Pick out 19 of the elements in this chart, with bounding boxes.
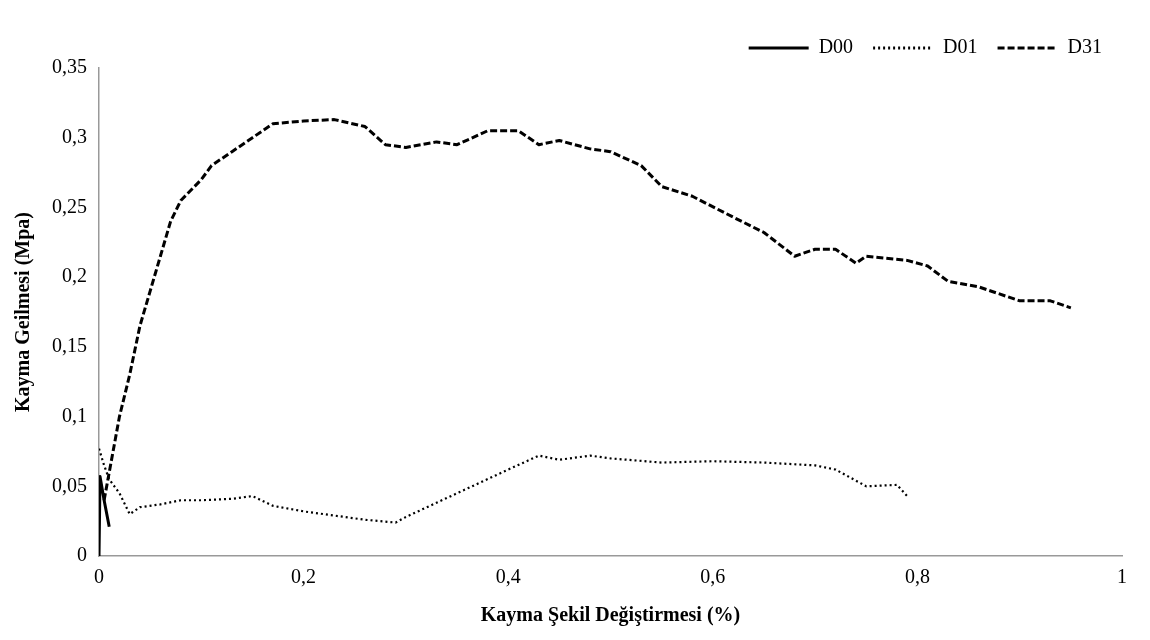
x-tick-label: 0 [94,565,104,588]
y-axis-title: Kayma Geilmesi (Mpa) [11,212,35,412]
y-tick-label: 0,25 [52,194,87,217]
x-axis-title: Kayma Şekil Değiştirmesi (%) [480,603,741,627]
y-tick-label: 0,1 [62,403,87,426]
y-tick-label: 0 [77,543,87,566]
y-tick-label: 0,35 [52,55,87,78]
legend-label: D31 [1067,35,1103,58]
y-tick-label: 0,05 [52,473,87,496]
x-tick-label: 0,4 [495,565,521,588]
legend-label: D01 [943,35,978,58]
y-tick-label: 0,2 [62,264,87,287]
legend-label: D00 [818,35,854,58]
y-tick-label: 0,3 [62,124,87,147]
x-tick-label: 0,6 [700,565,726,588]
x-tick-label: 1 [1117,565,1127,588]
y-tick-label: 0,15 [52,334,87,357]
x-tick-label: 0,8 [904,565,930,588]
x-tick-label: 0,2 [291,565,317,588]
